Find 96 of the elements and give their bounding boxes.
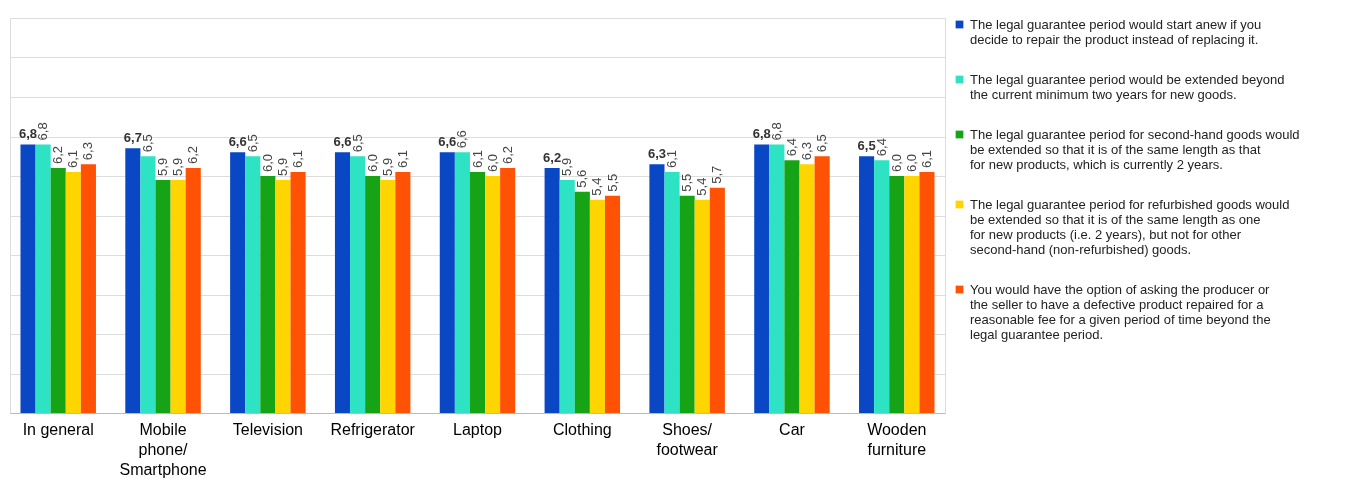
data-label: 6,1 <box>394 149 410 169</box>
x-tick-label: Wooden furniture <box>867 420 927 458</box>
data-label: 6,2 <box>543 150 562 166</box>
data-label: 6,1 <box>918 149 934 169</box>
data-label: 5,5 <box>679 173 695 192</box>
x-tick-label: Mobile phone/ Smartphone <box>119 420 207 478</box>
bar <box>155 179 171 413</box>
data-label: 6,8 <box>752 126 771 142</box>
data-label: 6,1 <box>664 149 680 169</box>
bar <box>185 168 201 413</box>
bar <box>769 144 785 413</box>
data-label: 6,1 <box>469 149 485 169</box>
data-label: 6,1 <box>290 149 306 169</box>
bar <box>649 164 665 413</box>
bar <box>454 152 470 413</box>
data-label: 6,3 <box>80 142 96 161</box>
data-label: 6,3 <box>799 142 815 161</box>
bar <box>20 144 36 413</box>
bar <box>469 172 486 413</box>
data-label: 6,2 <box>185 146 201 165</box>
data-label: 6,6 <box>228 134 247 150</box>
bar <box>170 179 186 413</box>
bar <box>919 172 935 413</box>
data-label: 5,4 <box>589 177 605 196</box>
bar <box>260 176 276 413</box>
data-label: 5,6 <box>574 169 590 188</box>
bar <box>754 144 770 413</box>
data-label: 6,5 <box>814 134 830 153</box>
bar <box>679 195 695 413</box>
bar <box>365 176 381 413</box>
bar <box>275 179 291 413</box>
bar <box>125 148 141 413</box>
data-label: 6,2 <box>50 146 66 165</box>
data-label: 6,0 <box>888 153 904 172</box>
data-label: 6,0 <box>259 153 275 172</box>
bar <box>380 179 396 413</box>
bar <box>604 195 621 413</box>
data-label: 5,9 <box>379 157 395 176</box>
data-label: 6,4 <box>783 138 799 157</box>
bar <box>50 168 66 413</box>
data-label: 6,2 <box>499 146 515 165</box>
data-label: 6,8 <box>18 126 38 142</box>
data-label: 6,0 <box>364 153 380 172</box>
x-tick-label: Laptop <box>453 420 503 438</box>
data-label: 6,7 <box>123 130 142 146</box>
bar <box>784 160 800 413</box>
bar <box>694 199 710 413</box>
bar <box>334 152 351 413</box>
legend-label: The legal guarantee period for second-hand goods would be extended so that it is of the same length as that for new products, which is currently 2 years. <box>970 126 1300 172</box>
bar <box>664 172 680 413</box>
bar <box>859 156 875 413</box>
bar <box>814 156 830 413</box>
bar <box>589 199 605 413</box>
bar <box>559 179 575 413</box>
bar <box>500 168 516 413</box>
data-label: 5,5 <box>604 173 620 192</box>
legend-label: The legal guarantee period for refurbished goods would be extended so that it is of the same length as one for new products (i.e. 2 years), but not for other second-hand (non-refurbished) goods. <box>970 196 1290 257</box>
x-tick-label: Television <box>232 420 303 438</box>
bar <box>889 176 905 413</box>
data-label: 6,0 <box>484 153 500 172</box>
legend-label: The legal guarantee period would start anew if you decide to repair the product instead of replacing it. <box>970 16 1262 47</box>
data-label: 6,1 <box>65 149 81 169</box>
data-label: 6,5 <box>857 138 876 154</box>
bar <box>485 176 501 413</box>
x-tick-label: Car <box>779 420 806 438</box>
x-tick-label: Refrigerator <box>330 420 416 438</box>
bar <box>80 164 96 413</box>
bar <box>439 152 455 413</box>
x-tick-label: In general <box>22 420 94 438</box>
bar <box>290 172 306 413</box>
data-label: 6,6 <box>333 134 352 150</box>
data-label: 5,7 <box>709 165 725 184</box>
data-label: 6,6 <box>438 134 457 150</box>
x-tick-label: Clothing <box>552 420 612 438</box>
data-label: 5,9 <box>155 157 171 176</box>
data-label: 5,9 <box>274 157 290 176</box>
bar <box>35 144 51 413</box>
bar <box>874 160 890 413</box>
bar <box>395 172 411 413</box>
x-tick-label: Shoes/ footwear <box>656 420 719 458</box>
bar <box>140 156 156 413</box>
bar <box>350 156 366 413</box>
bar <box>799 164 815 413</box>
data-label: 5,4 <box>694 177 710 196</box>
legend-label: The legal guarantee period would be extended beyond the current minimum two years for new goods. <box>970 71 1285 102</box>
data-label: 5,9 <box>170 157 186 176</box>
data-label: 6,3 <box>647 146 666 162</box>
legend-label: You would have the option of asking the producer or the seller to have a defective product repaired for a reasonable fee for a given period of time beyond the legal guarantee period. <box>970 281 1271 342</box>
bar <box>230 152 246 413</box>
bar <box>544 168 560 413</box>
data-label: 6,0 <box>903 153 919 172</box>
bar <box>574 191 590 413</box>
bar <box>709 187 725 413</box>
bar <box>904 176 920 413</box>
bar <box>65 172 81 413</box>
bar <box>245 156 261 413</box>
